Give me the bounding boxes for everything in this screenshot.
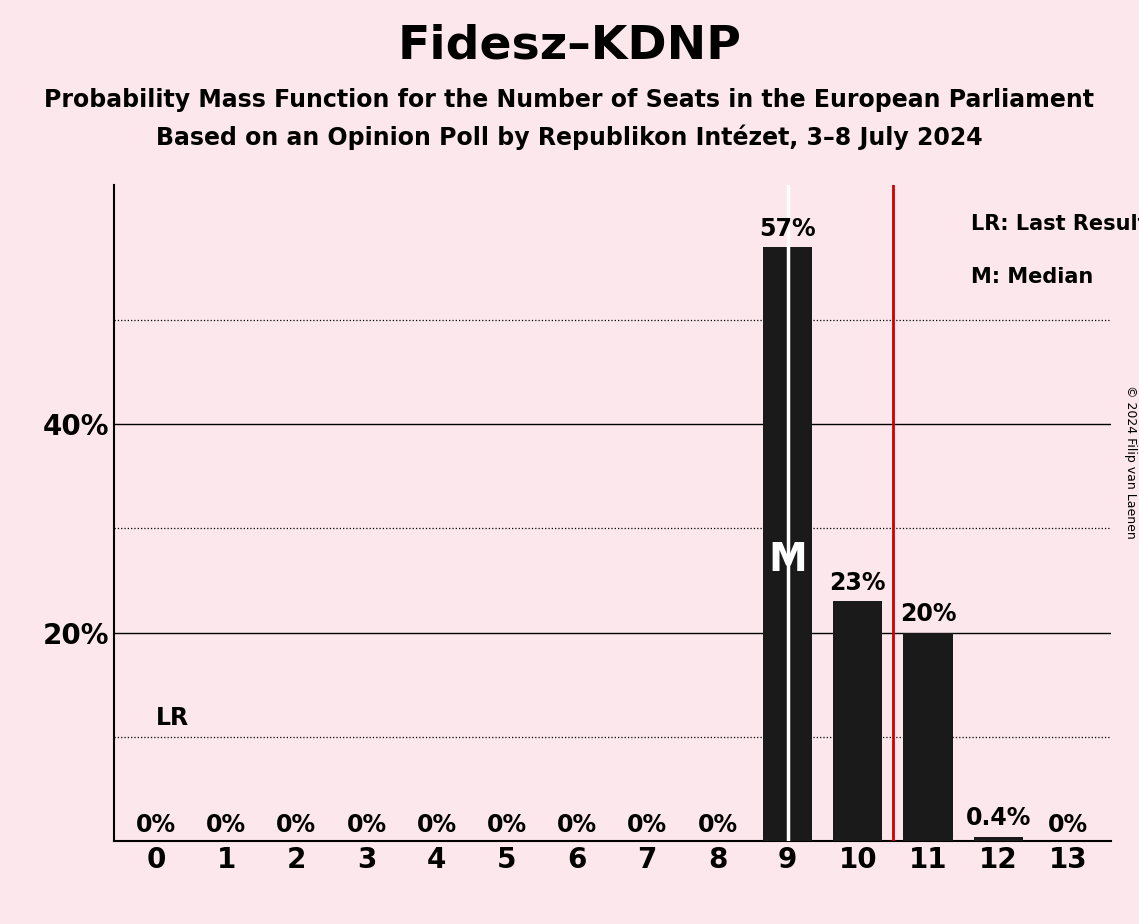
- Text: 0%: 0%: [1048, 813, 1089, 836]
- Text: LR: Last Result: LR: Last Result: [970, 214, 1139, 235]
- Text: LR: LR: [156, 707, 189, 731]
- Text: M: Median: M: Median: [970, 267, 1093, 286]
- Bar: [834, 602, 883, 841]
- Text: 0%: 0%: [206, 813, 246, 836]
- Text: Fidesz–KDNP: Fidesz–KDNP: [398, 23, 741, 68]
- Text: M: M: [769, 541, 808, 578]
- Text: 23%: 23%: [829, 571, 886, 595]
- Text: 0%: 0%: [697, 813, 738, 836]
- Text: 0%: 0%: [136, 813, 177, 836]
- Bar: [763, 248, 812, 841]
- Text: 0%: 0%: [417, 813, 457, 836]
- Text: 0%: 0%: [628, 813, 667, 836]
- Text: 0%: 0%: [346, 813, 386, 836]
- Text: Based on an Opinion Poll by Republikon Intézet, 3–8 July 2024: Based on an Opinion Poll by Republikon I…: [156, 125, 983, 151]
- Text: 0%: 0%: [486, 813, 527, 836]
- Bar: [903, 633, 952, 841]
- Text: © 2024 Filip van Laenen: © 2024 Filip van Laenen: [1124, 385, 1137, 539]
- Text: 0%: 0%: [277, 813, 317, 836]
- Bar: [974, 836, 1023, 841]
- Text: 0%: 0%: [557, 813, 597, 836]
- Text: Probability Mass Function for the Number of Seats in the European Parliament: Probability Mass Function for the Number…: [44, 88, 1095, 112]
- Text: 20%: 20%: [900, 602, 957, 626]
- Text: 57%: 57%: [760, 217, 816, 241]
- Text: 0.4%: 0.4%: [966, 807, 1031, 831]
